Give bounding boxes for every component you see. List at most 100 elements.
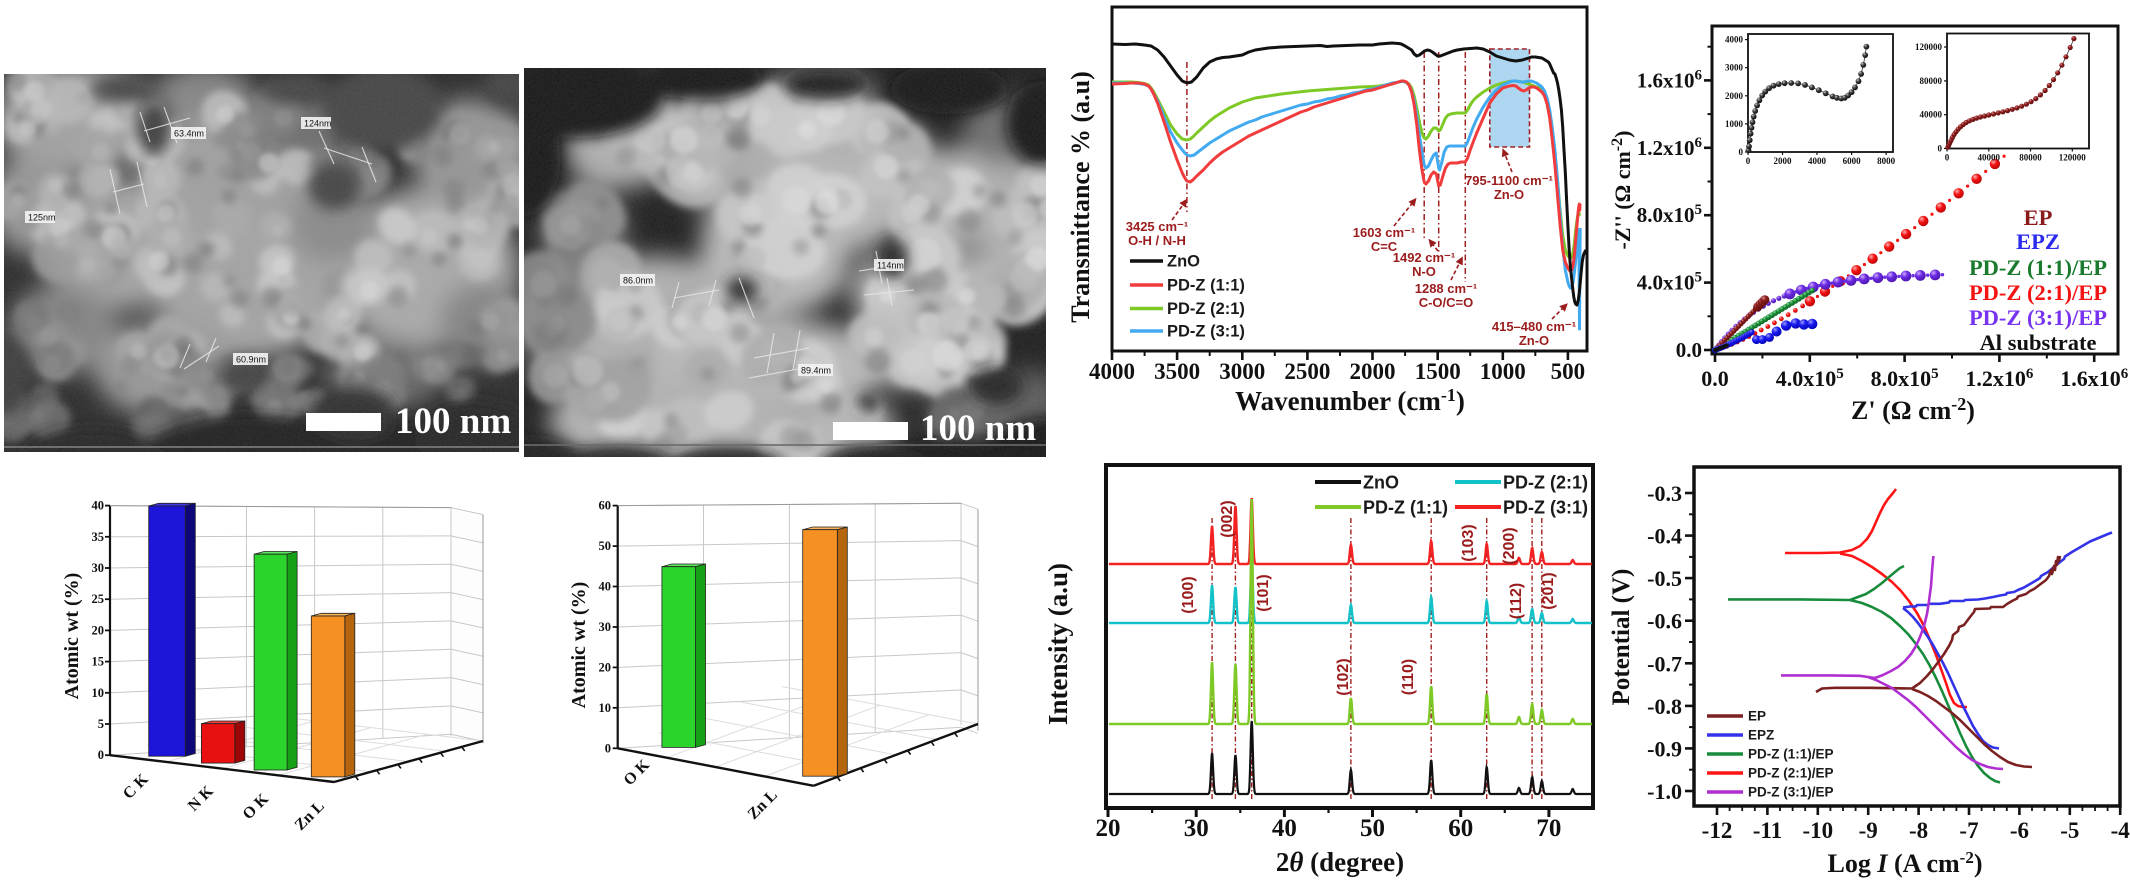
- svg-text:100 nm: 100 nm: [395, 401, 511, 442]
- svg-text:(103): (103): [1460, 524, 1477, 561]
- svg-text:EPZ: EPZ: [1748, 728, 1774, 743]
- svg-text:PD-Z (1:1): PD-Z (1:1): [1363, 498, 1448, 518]
- svg-text:2000: 2000: [1774, 156, 1793, 166]
- svg-text:0: 0: [98, 748, 104, 762]
- svg-text:35: 35: [92, 530, 105, 544]
- svg-text:Atomic wt (%): Atomic wt (%): [61, 573, 83, 700]
- svg-text:1500: 1500: [1415, 359, 1461, 384]
- svg-text:PD-Z (2:1)/EP: PD-Z (2:1)/EP: [1748, 766, 1834, 781]
- svg-text:-10: -10: [1802, 818, 1833, 843]
- svg-text:PD-Z (1:1)/EP: PD-Z (1:1)/EP: [1969, 255, 2107, 280]
- svg-text:1.2x106: 1.2x106: [1965, 366, 2033, 391]
- svg-text:-4: -4: [2111, 818, 2130, 843]
- svg-text:86.0nm: 86.0nm: [623, 276, 653, 286]
- svg-text:30: 30: [599, 620, 612, 634]
- svg-text:60: 60: [1448, 815, 1473, 842]
- svg-text:125nm: 125nm: [28, 213, 56, 223]
- svg-text:20: 20: [1096, 815, 1121, 842]
- svg-text:40: 40: [1272, 815, 1297, 842]
- svg-text:40000: 40000: [1920, 110, 1943, 120]
- svg-text:-0.8: -0.8: [1647, 694, 1682, 719]
- svg-text:40: 40: [92, 499, 105, 513]
- svg-text:1.6x106: 1.6x106: [1637, 67, 1703, 92]
- svg-text:ZnO: ZnO: [1167, 253, 1200, 271]
- svg-text:-7: -7: [1959, 818, 1978, 843]
- svg-text:-8: -8: [1909, 818, 1928, 843]
- svg-text:ZnO: ZnO: [1363, 473, 1399, 493]
- svg-text:-1.0: -1.0: [1647, 779, 1682, 804]
- svg-text:1.2x106: 1.2x106: [1637, 135, 1703, 160]
- svg-text:0: 0: [605, 741, 611, 755]
- svg-text:(100): (100): [1180, 576, 1197, 613]
- svg-text:40000: 40000: [1978, 153, 2001, 163]
- svg-text:Zn-O: Zn-O: [1519, 333, 1549, 348]
- svg-text:795-1100 cm⁻¹: 795-1100 cm⁻¹: [1465, 173, 1553, 188]
- svg-text:Wavenumber (cm-1): Wavenumber (cm-1): [1235, 385, 1465, 416]
- svg-text:10: 10: [92, 686, 105, 700]
- svg-text:1000: 1000: [1480, 359, 1526, 384]
- svg-text:1288 cm⁻¹: 1288 cm⁻¹: [1415, 281, 1478, 296]
- svg-text:114nm: 114nm: [877, 261, 904, 271]
- svg-text:40: 40: [599, 580, 612, 594]
- svg-text:PD-Z (3:1)/EP: PD-Z (3:1)/EP: [1969, 305, 2107, 330]
- svg-text:4000: 4000: [1808, 156, 1827, 166]
- svg-text:N-O: N-O: [1412, 264, 1436, 279]
- svg-text:100 nm: 100 nm: [920, 408, 1036, 449]
- svg-text:(102): (102): [1335, 658, 1352, 695]
- svg-text:4000: 4000: [1725, 35, 1744, 45]
- svg-text:(110): (110): [1400, 659, 1417, 695]
- svg-text:PD-Z (1:1)/EP: PD-Z (1:1)/EP: [1748, 747, 1834, 762]
- svg-text:-0.3: -0.3: [1647, 481, 1682, 506]
- svg-text:30: 30: [1184, 815, 1209, 842]
- svg-text:8.0x105: 8.0x105: [1637, 202, 1702, 227]
- svg-text:0: 0: [1746, 156, 1751, 166]
- svg-text:Intensity (a.u): Intensity (a.u): [1043, 563, 1073, 725]
- svg-text:-0.5: -0.5: [1647, 566, 1682, 591]
- svg-text:(200): (200): [1501, 527, 1518, 564]
- svg-text:50: 50: [599, 539, 612, 553]
- svg-text:3500: 3500: [1154, 359, 1200, 384]
- svg-text:8000: 8000: [1877, 156, 1896, 166]
- svg-text:0: 0: [1945, 153, 1950, 163]
- svg-text:0: 0: [1739, 147, 1744, 157]
- svg-text:EP: EP: [2024, 205, 2053, 230]
- svg-text:20: 20: [92, 623, 105, 637]
- svg-text:2θ (degree): 2θ (degree): [1276, 847, 1404, 877]
- svg-text:Transmittance % (a.u): Transmittance % (a.u): [1066, 71, 1095, 323]
- svg-text:1.6x106: 1.6x106: [2060, 366, 2129, 391]
- svg-text:0: 0: [1938, 144, 1943, 154]
- svg-text:124nm: 124nm: [304, 119, 332, 129]
- svg-text:4.0x105: 4.0x105: [1637, 270, 1702, 295]
- svg-text:-0.4: -0.4: [1647, 524, 1682, 549]
- svg-text:Atomic wt (%): Atomic wt (%): [568, 582, 590, 709]
- svg-text:2000: 2000: [1725, 91, 1744, 101]
- svg-text:3425 cm⁻¹: 3425 cm⁻¹: [1126, 219, 1189, 234]
- svg-text:O-H / N-H: O-H / N-H: [1128, 233, 1186, 248]
- svg-text:PD-Z (2:1): PD-Z (2:1): [1503, 473, 1588, 493]
- svg-text:-6: -6: [2010, 818, 2029, 843]
- svg-text:25: 25: [92, 592, 105, 606]
- svg-text:-0.6: -0.6: [1647, 609, 1682, 634]
- svg-text:2500: 2500: [1284, 359, 1330, 384]
- svg-text:Log I (A cm-2): Log I (A cm-2): [1827, 848, 1982, 878]
- svg-text:60.9nm: 60.9nm: [236, 355, 266, 365]
- svg-text:Potential (V): Potential (V): [1608, 569, 1635, 706]
- svg-text:PD-Z (1:1): PD-Z (1:1): [1167, 277, 1245, 295]
- svg-text:70: 70: [1536, 815, 1561, 842]
- svg-text:1603 cm⁻¹: 1603 cm⁻¹: [1353, 225, 1416, 240]
- svg-text:60: 60: [599, 499, 612, 513]
- svg-text:50: 50: [1360, 815, 1385, 842]
- svg-text:120000: 120000: [1915, 42, 1943, 52]
- svg-text:C-O/C=O: C-O/C=O: [1419, 295, 1474, 310]
- svg-text:(112): (112): [1508, 583, 1525, 619]
- svg-text:Zn-O: Zn-O: [1494, 187, 1524, 202]
- svg-text:2000: 2000: [1350, 359, 1396, 384]
- svg-text:PD-Z (3:1)/EP: PD-Z (3:1)/EP: [1748, 785, 1834, 800]
- svg-text:6000: 6000: [1843, 156, 1862, 166]
- svg-text:EPZ: EPZ: [2016, 229, 2060, 254]
- svg-text:PD-Z (2:1): PD-Z (2:1): [1167, 300, 1245, 318]
- svg-text:0.0: 0.0: [1676, 338, 1702, 362]
- svg-text:4.0x105: 4.0x105: [1776, 366, 1844, 391]
- svg-text:PD-Z (2:1)/EP: PD-Z (2:1)/EP: [1969, 280, 2107, 305]
- svg-text:10: 10: [599, 701, 612, 715]
